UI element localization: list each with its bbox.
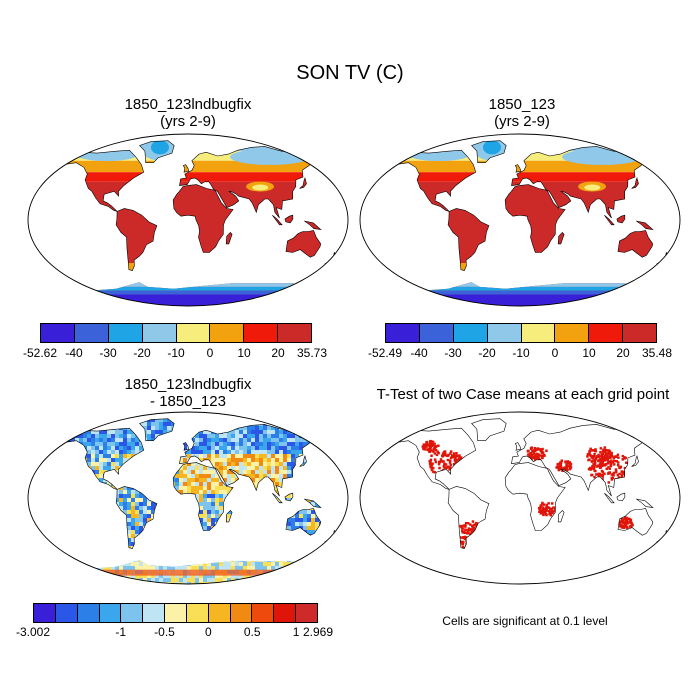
colorbar-tick-label: 10: [582, 346, 596, 360]
colorbar-swatch: [186, 604, 209, 622]
colorbar-swatch: [386, 324, 420, 342]
colorbar-swatch: [176, 324, 211, 342]
colorbar-tick-label: -30: [444, 346, 462, 360]
colorbar-tick-label: -10: [167, 346, 185, 360]
colorbar-swatch: [143, 604, 166, 622]
panel-2-colorbar-labels: -52.49 -40 -30 -20 -10 0 10 20 35.48: [368, 346, 672, 360]
colorbar-swatch: [142, 324, 177, 342]
colorbar-tick-label: 20: [271, 346, 285, 360]
panel-1-title: 1850_123lndbugfix (yrs 2-9): [124, 96, 252, 130]
colorbar-tick-label: -52.49: [367, 346, 403, 360]
colorbar-swatch: [74, 324, 109, 342]
colorbar-swatch: [623, 324, 656, 342]
colorbar-swatch: [589, 324, 624, 342]
colorbar-tick-label: -40: [410, 346, 428, 360]
colorbar-swatch: [453, 324, 488, 342]
colorbar-swatch: [121, 604, 144, 622]
colorbar-tick-label: 0.5: [243, 625, 261, 639]
panel-2-colorbar: [385, 323, 657, 343]
colorbar-swatch: [210, 324, 245, 342]
colorbar-tick-label: -20: [133, 346, 151, 360]
colorbar-swatch: [555, 324, 590, 342]
colorbar-swatch: [419, 324, 454, 342]
colorbar-swatch: [296, 604, 317, 622]
panel-1-colorbar-labels: -52.62 -40 -30 -20 -10 0 10 20 35.73: [23, 346, 327, 360]
colorbar-tick-label: -3.002: [15, 625, 51, 639]
significance-note: Cells are significant at 0.1 level: [442, 614, 608, 628]
panel-1-map: [27, 133, 349, 307]
colorbar-tick-label: 0: [206, 346, 214, 360]
colorbar-swatch: [208, 604, 231, 622]
colorbar-swatch: [230, 604, 253, 622]
colorbar-tick-label: -0.5: [154, 625, 175, 639]
panel-4-title: T-Test of two Case means at each grid po…: [376, 386, 670, 403]
colorbar-tick-label: 0: [205, 625, 212, 639]
colorbar-tick-label: 35.73: [296, 346, 328, 360]
panel-3-map: [27, 411, 349, 585]
colorbar-tick-label: 2.969: [302, 625, 334, 639]
panel-3-colorbar: [33, 603, 318, 623]
colorbar-tick-label: 0: [551, 346, 559, 360]
panel-2-map: [359, 133, 681, 307]
colorbar-tick-label: -52.62: [22, 346, 58, 360]
colorbar-swatch: [252, 604, 275, 622]
colorbar-swatch: [274, 604, 297, 622]
colorbar-tick-label: 1: [292, 625, 300, 639]
colorbar-tick-label: -40: [65, 346, 83, 360]
colorbar-swatch: [34, 604, 56, 622]
colorbar-tick-label: -1: [115, 625, 127, 639]
panel-3-colorbar-labels: -3.002 -1 -0.5 0 0.5 1 2.969: [16, 625, 333, 639]
colorbar-tick-label: -10: [512, 346, 530, 360]
colorbar-tick-label: -30: [99, 346, 117, 360]
colorbar-swatch: [487, 324, 522, 342]
colorbar-swatch: [99, 604, 122, 622]
colorbar-swatch: [108, 324, 143, 342]
colorbar-tick-label: 20: [616, 346, 630, 360]
colorbar-swatch: [278, 324, 311, 342]
colorbar-swatch: [165, 604, 187, 622]
colorbar-swatch: [244, 324, 279, 342]
colorbar-swatch: [77, 604, 100, 622]
panel-2-title: 1850_123 (yrs 2-9): [488, 96, 556, 130]
panel-4-map: [359, 411, 681, 585]
figure-title: SON TV (C): [296, 62, 404, 84]
panel-3-title: 1850_123lndbugfix - 1850_123: [124, 376, 252, 410]
colorbar-tick-label: -20: [478, 346, 496, 360]
panel-1-colorbar: [40, 323, 312, 343]
colorbar-tick-label: 10: [237, 346, 251, 360]
colorbar-swatch: [41, 324, 75, 342]
colorbar-swatch: [55, 604, 78, 622]
colorbar-swatch: [521, 324, 556, 342]
colorbar-tick-label: 35.48: [641, 346, 673, 360]
